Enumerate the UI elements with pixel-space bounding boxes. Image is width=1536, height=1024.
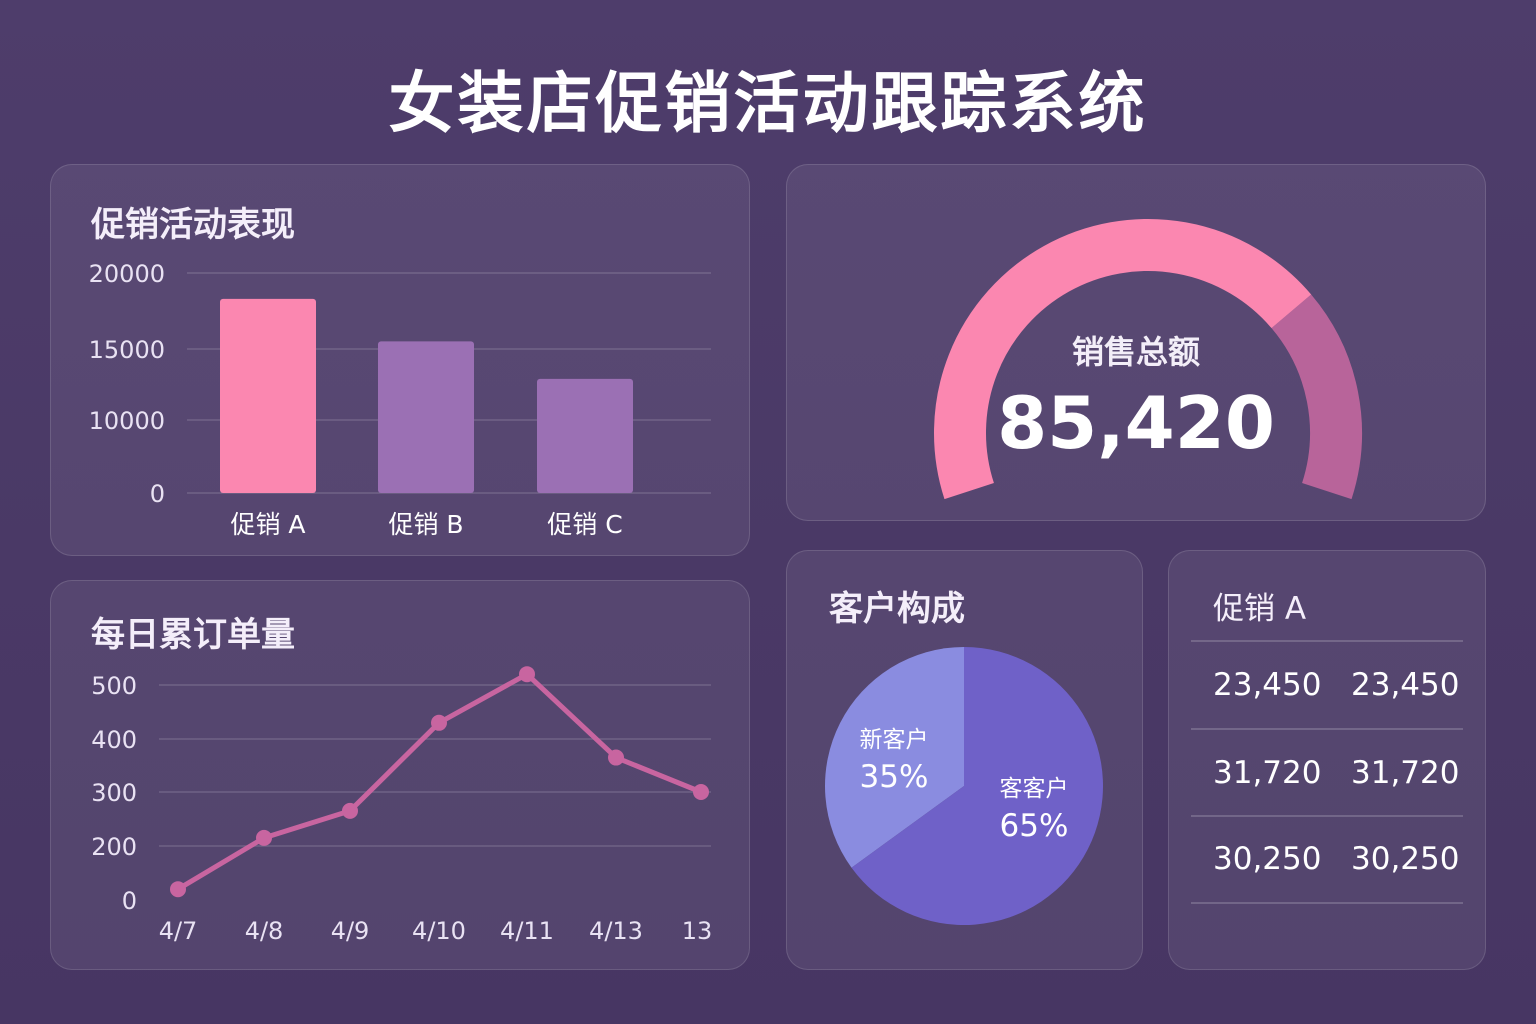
x-tick-label: 4/10 xyxy=(412,917,466,945)
data-point xyxy=(256,829,272,846)
bar xyxy=(378,341,474,493)
pie-slice-percent: 65% xyxy=(1000,808,1069,844)
data-point xyxy=(342,802,358,819)
y-tick-label: 0 xyxy=(150,480,165,508)
table-row: 30,250 30,250 xyxy=(1191,817,1463,903)
y-tick-label: 0 xyxy=(122,887,137,915)
gauge-filled-arc xyxy=(934,219,1312,500)
table-cell: 31,720 xyxy=(1351,755,1460,791)
divider xyxy=(1191,728,1463,730)
sales-gauge-panel: 销售总额 85,420 xyxy=(786,164,1486,521)
bar xyxy=(537,378,633,493)
promo-bar-chart: 0 10000 15000 20000 促销 A 促销 B 促销 C xyxy=(89,260,711,539)
table-row: 31,720 31,720 xyxy=(1191,731,1463,817)
daily-orders-panel: 每日累订单量 0 200 300 400 500 4/7 4/8 4/9 4/10 4/11 4/1… xyxy=(50,580,750,970)
pie-slice-percent: 35% xyxy=(860,759,929,795)
promo-detail-title: 促销 A xyxy=(1213,591,1307,627)
page-title: 女装店促销活动跟踪系统 xyxy=(388,65,1148,142)
y-tick-label: 400 xyxy=(91,726,137,754)
pie-slice-new-customer xyxy=(825,647,964,868)
table-cell: 30,250 xyxy=(1351,841,1460,877)
customer-composition-panel: 客户构成 新客户 35% 客客户 65% xyxy=(786,550,1143,970)
orders-line-chart: 0 200 300 400 500 4/7 4/8 4/9 4/10 4/11 4/13 13 xyxy=(91,666,713,945)
x-tick-label: 4/7 xyxy=(159,917,198,945)
data-point xyxy=(170,881,186,898)
divider xyxy=(1191,902,1463,904)
customer-pie-chart: 新客户 35% 客客户 65% xyxy=(825,647,1103,925)
y-tick-label: 500 xyxy=(91,672,137,700)
gauge-value: 85,420 xyxy=(997,381,1275,465)
customer-composition-title: 客户构成 xyxy=(829,589,965,629)
y-tick-label: 15000 xyxy=(89,336,165,364)
pie-slice-label: 新客户 xyxy=(860,727,929,753)
promo-performance-title: 促销活动表现 xyxy=(91,205,295,245)
x-tick-label: 4/9 xyxy=(331,917,370,945)
pie-slice-label: 客客户 xyxy=(1000,776,1069,802)
x-tick-label: 促销 C xyxy=(547,510,622,539)
x-tick-label: 13 xyxy=(682,917,713,945)
promo-performance-panel: 促销活动表现 0 10000 15000 20000 促销 A 促销 B 促销 C xyxy=(50,164,750,556)
x-tick-label: 促销 B xyxy=(388,510,463,539)
data-point xyxy=(693,784,709,800)
y-tick-label: 10000 xyxy=(89,407,165,435)
x-tick-label: 4/13 xyxy=(589,917,643,945)
series-line xyxy=(176,671,702,892)
x-tick-label: 4/11 xyxy=(500,917,554,945)
table-row: 23,450 23,450 xyxy=(1191,643,1463,729)
y-tick-label: 200 xyxy=(91,833,137,861)
data-point xyxy=(431,714,447,731)
data-point xyxy=(519,666,535,683)
daily-orders-title: 每日累订单量 xyxy=(91,615,295,655)
sales-gauge xyxy=(934,219,1362,500)
y-tick-label: 20000 xyxy=(89,260,165,288)
divider xyxy=(1191,640,1463,642)
table-cell: 30,250 xyxy=(1213,841,1322,877)
data-point xyxy=(608,749,624,766)
promo-detail-panel: 促销 A 23,450 23,450 31,720 31,720 30,250 … xyxy=(1168,550,1486,970)
divider xyxy=(1191,815,1463,817)
gauge-remaining-arc xyxy=(1271,294,1362,500)
table-cell: 23,450 xyxy=(1351,667,1460,703)
y-tick-label: 300 xyxy=(91,779,137,807)
bar xyxy=(220,298,316,493)
gauge-label: 销售总额 xyxy=(1071,333,1200,371)
table-cell: 23,450 xyxy=(1213,667,1322,703)
table-cell: 31,720 xyxy=(1213,755,1322,791)
x-tick-label: 促销 A xyxy=(230,510,305,539)
pie-slice-old-customer xyxy=(851,647,1103,925)
x-tick-label: 4/8 xyxy=(245,917,284,945)
